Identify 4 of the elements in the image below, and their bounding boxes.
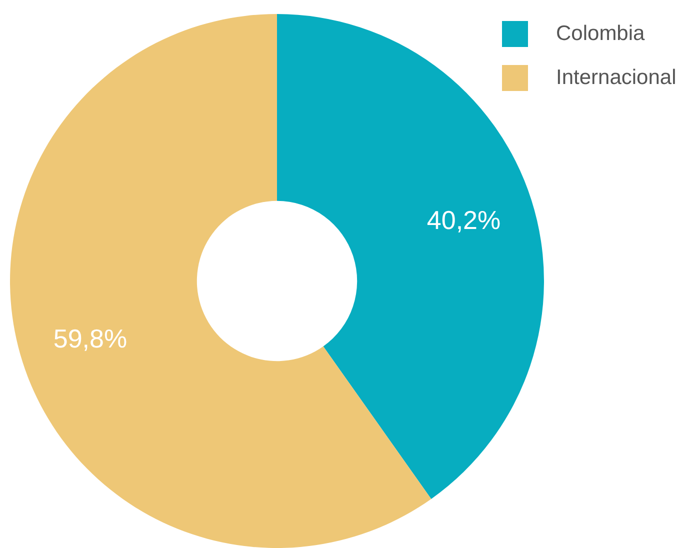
legend-label: Internacional [556,66,676,90]
data-label: 40,2% [426,204,501,235]
data-label: 59,8% [53,324,128,354]
legend-label: Colombia [556,22,645,46]
